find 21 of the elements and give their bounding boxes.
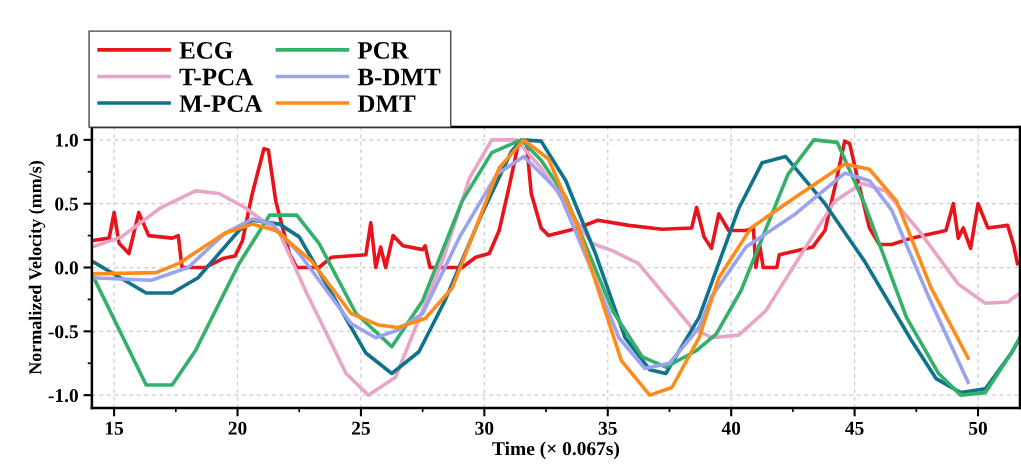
legend-label: ECG bbox=[179, 42, 233, 59]
x-axis-title: Time (× 0.067s) bbox=[492, 441, 620, 460]
legend-label: B-DMT bbox=[357, 68, 441, 86]
x-tick-label: 35 bbox=[598, 421, 617, 435]
y-tick-label: -1.0 bbox=[48, 388, 78, 403]
x-tick-label: 45 bbox=[845, 421, 864, 435]
y-axis-title: Normalized Velocity (mm/s) bbox=[28, 160, 46, 375]
y-tick-label: 1.0 bbox=[55, 133, 78, 147]
x-tick-label: 50 bbox=[969, 421, 987, 435]
legend-label: DMT bbox=[357, 95, 416, 112]
legend-label: PCR bbox=[357, 42, 410, 59]
x-tick-label: 15 bbox=[105, 421, 124, 435]
y-tick-label: 0.5 bbox=[55, 197, 78, 211]
y-tick-label: -0.5 bbox=[48, 325, 78, 339]
legend-label: T-PCA bbox=[179, 68, 254, 86]
x-tick-label: 40 bbox=[721, 421, 741, 435]
x-tick-label: 30 bbox=[475, 421, 494, 435]
legend-label: M-PCA bbox=[179, 95, 263, 113]
y-tick-label: 0.0 bbox=[55, 261, 78, 275]
x-tick-label: 20 bbox=[228, 421, 247, 435]
x-tick-label: 25 bbox=[352, 421, 370, 435]
